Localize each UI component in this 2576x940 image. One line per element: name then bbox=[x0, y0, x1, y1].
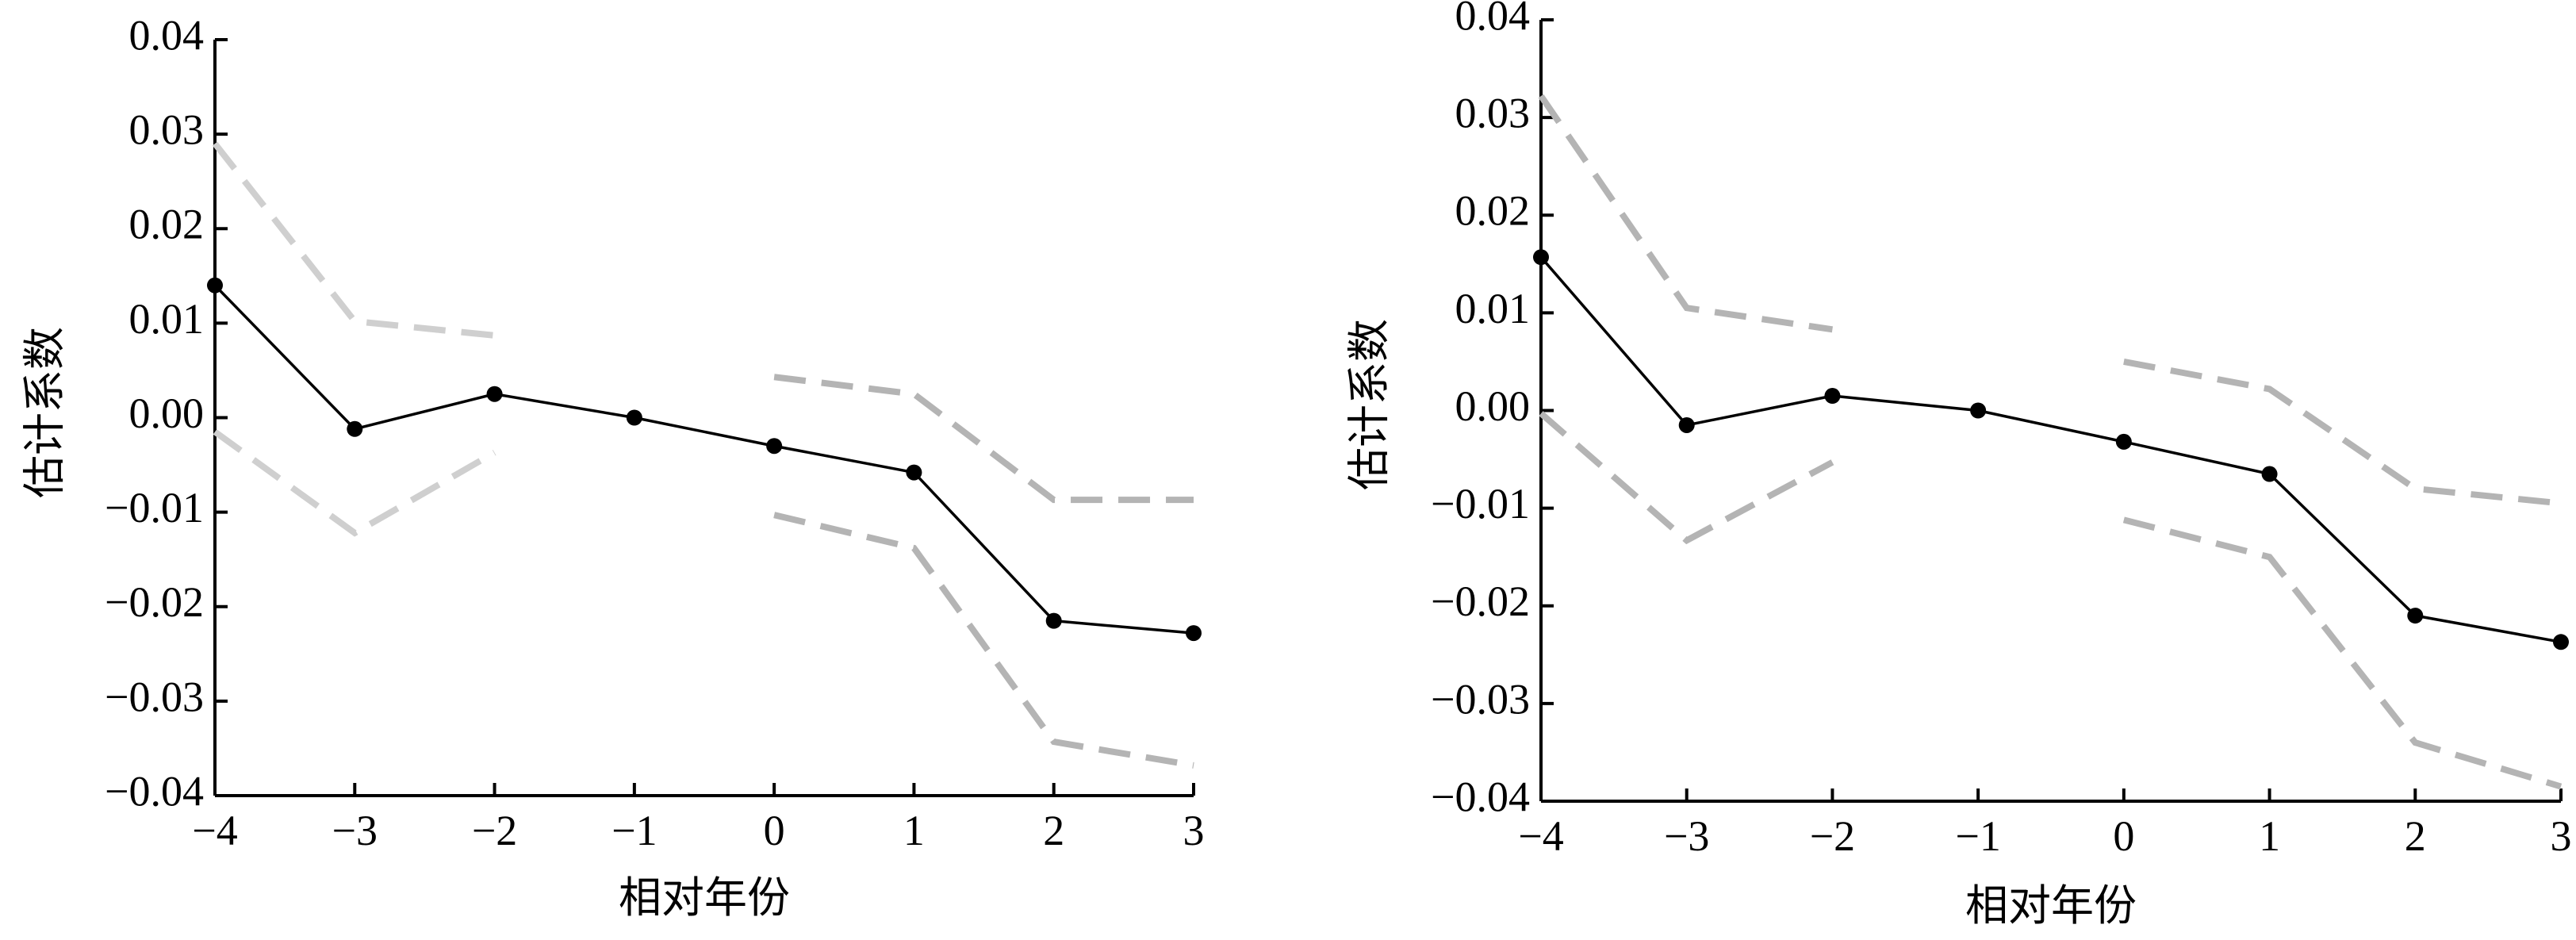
x-axis-title: 相对年份 bbox=[1965, 881, 2137, 930]
y-tick-label: 0.04 bbox=[1455, 0, 1531, 39]
x-tick-label: 1 bbox=[903, 807, 925, 854]
estimate-point bbox=[2261, 466, 2278, 482]
y-tick-label: 0.03 bbox=[129, 106, 205, 154]
x-tick-label: 2 bbox=[1043, 807, 1064, 854]
x-tick-label: −1 bbox=[611, 807, 657, 854]
lower-ci-line bbox=[1539, 411, 1834, 545]
upper-ci-line bbox=[212, 141, 495, 339]
y-tick-label: −0.02 bbox=[105, 578, 204, 626]
upper-ci-line bbox=[2123, 359, 2562, 507]
x-tick-label: −2 bbox=[472, 807, 517, 854]
estimate-point bbox=[1533, 249, 1549, 266]
lower-ci-line bbox=[2122, 516, 2563, 790]
estimate-point bbox=[1824, 388, 1841, 405]
lower-ci-line bbox=[773, 512, 1194, 769]
x-tick-label: 3 bbox=[1183, 807, 1205, 854]
y-tick-label: 0.02 bbox=[129, 201, 205, 248]
upper-ci-line bbox=[773, 374, 1194, 504]
estimate-point bbox=[207, 277, 223, 294]
estimate-point bbox=[347, 420, 363, 437]
estimate-point bbox=[1678, 416, 1695, 433]
y-tick-label: 0.00 bbox=[1455, 382, 1531, 430]
x-tick-label: 3 bbox=[2551, 812, 2572, 860]
estimate-point bbox=[486, 386, 503, 402]
y-tick-label: −0.01 bbox=[105, 484, 204, 531]
y-tick-label: 0.00 bbox=[129, 389, 205, 437]
estimate-point bbox=[766, 438, 783, 455]
y-tick-label: −0.03 bbox=[1431, 675, 1530, 723]
lower-ci-line bbox=[213, 429, 496, 537]
y-axis-title: 估计系数 bbox=[20, 327, 70, 498]
y-tick-label: 0.01 bbox=[129, 295, 205, 343]
estimate-point bbox=[2115, 433, 2132, 450]
estimate-point bbox=[1970, 402, 1987, 419]
y-tick-label: 0.01 bbox=[1455, 285, 1531, 332]
y-tick-label: 0.03 bbox=[1455, 90, 1531, 137]
chart-panel-2: 0.04 0.03 0.02 0.01 0.00 −0.01 −0.02 −0.03 −0.04… bbox=[1344, 0, 2572, 930]
upper-ci-line bbox=[1538, 94, 1834, 333]
estimate-point bbox=[906, 464, 922, 481]
x-axis-title: 相对年份 bbox=[619, 873, 790, 923]
y-tick-label: −0.04 bbox=[1431, 773, 1530, 820]
x-tick-label: −3 bbox=[332, 807, 378, 854]
y-tick-label: −0.01 bbox=[1431, 480, 1530, 528]
estimate-point bbox=[1186, 625, 1202, 642]
estimate-point bbox=[1045, 612, 1062, 629]
x-tick-label: −1 bbox=[1955, 812, 2000, 860]
y-tick-label: 0.02 bbox=[1455, 187, 1531, 235]
estimate-line bbox=[1539, 256, 2562, 644]
y-axis-title: 估计系数 bbox=[1344, 319, 1394, 490]
x-tick-label: 0 bbox=[2113, 812, 2134, 860]
y-tick-label: 0.04 bbox=[129, 11, 205, 59]
x-tick-label: −4 bbox=[192, 807, 237, 854]
x-tick-label: −3 bbox=[1664, 812, 1709, 860]
x-tick-label: 0 bbox=[764, 807, 785, 854]
chart-panel-1: 0.04 0.03 0.02 0.01 0.00 −0.01 −0.02 −0.03 −0.04… bbox=[20, 11, 1205, 923]
x-tick-label: −2 bbox=[1810, 812, 1855, 860]
x-tick-label: 2 bbox=[2405, 812, 2426, 860]
estimate-point bbox=[626, 409, 642, 426]
y-tick-label: −0.04 bbox=[105, 767, 204, 815]
estimate-point bbox=[2553, 634, 2569, 650]
estimate-point bbox=[2407, 608, 2424, 624]
estimate-line bbox=[213, 284, 1194, 635]
y-tick-label: −0.02 bbox=[1431, 577, 1530, 625]
x-tick-label: −4 bbox=[1518, 812, 1563, 860]
x-tick-label: 1 bbox=[2259, 812, 2280, 860]
y-tick-label: −0.03 bbox=[105, 673, 204, 720]
